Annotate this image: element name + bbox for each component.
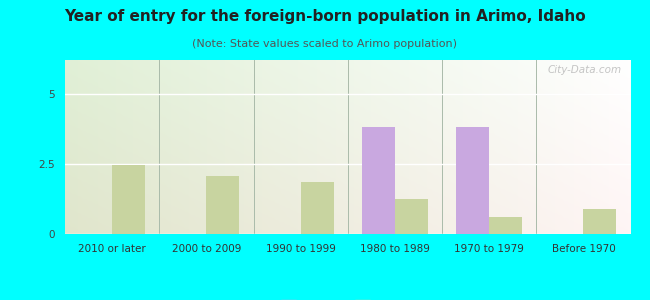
Text: City-Data.com: City-Data.com (548, 65, 622, 75)
Text: (Note: State values scaled to Arimo population): (Note: State values scaled to Arimo popu… (192, 39, 458, 49)
Bar (300, 182, 333, 234)
Legend: Arimo, Idaho: Arimo, Idaho (276, 295, 420, 300)
Bar (362, 128, 395, 234)
Bar (395, 199, 428, 234)
Bar (584, 209, 616, 234)
Bar (456, 128, 489, 234)
Bar (207, 176, 239, 234)
Bar (112, 165, 145, 234)
Bar (489, 217, 522, 234)
Text: Year of entry for the foreign-born population in Arimo, Idaho: Year of entry for the foreign-born popul… (64, 9, 586, 24)
